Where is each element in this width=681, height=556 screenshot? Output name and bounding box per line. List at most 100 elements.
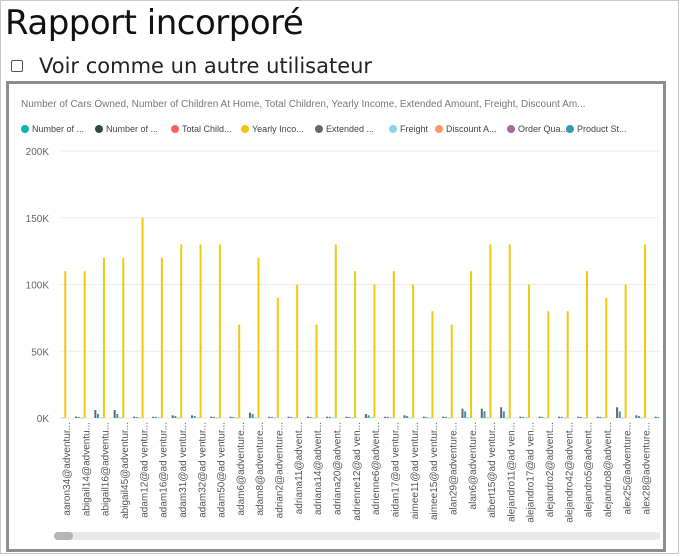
- legend-label[interactable]: Order Qua...: [518, 124, 568, 134]
- bar[interactable]: [287, 416, 290, 418]
- bar[interactable]: [94, 409, 97, 418]
- bar[interactable]: [386, 416, 389, 418]
- bar[interactable]: [544, 417, 548, 419]
- bar[interactable]: [270, 416, 273, 418]
- bar[interactable]: [257, 257, 260, 418]
- bar[interactable]: [528, 284, 531, 419]
- bar[interactable]: [605, 297, 608, 418]
- bar[interactable]: [450, 324, 453, 418]
- bar[interactable]: [306, 416, 309, 418]
- bar[interactable]: [483, 411, 486, 418]
- bar[interactable]: [425, 416, 428, 418]
- bar[interactable]: [538, 416, 541, 418]
- bar[interactable]: [596, 416, 599, 418]
- legend-label[interactable]: Discount A...: [446, 124, 497, 134]
- bar[interactable]: [345, 416, 348, 418]
- bar[interactable]: [232, 416, 235, 418]
- bar[interactable]: [524, 417, 528, 419]
- view-as-toggle[interactable]: Voir comme un autre utilisateur: [11, 54, 373, 78]
- legend-label[interactable]: Product St...: [577, 124, 627, 134]
- bar[interactable]: [618, 411, 621, 418]
- bar[interactable]: [180, 244, 183, 418]
- bar[interactable]: [364, 413, 367, 418]
- bar[interactable]: [328, 416, 331, 418]
- bar[interactable]: [640, 417, 644, 419]
- bar[interactable]: [290, 416, 293, 418]
- bar[interactable]: [276, 297, 279, 418]
- bar[interactable]: [132, 416, 135, 418]
- bar[interactable]: [254, 417, 258, 419]
- bar[interactable]: [334, 244, 337, 418]
- bar[interactable]: [354, 271, 357, 418]
- bar[interactable]: [292, 417, 296, 419]
- bar[interactable]: [464, 411, 467, 418]
- bar[interactable]: [577, 416, 580, 418]
- bar[interactable]: [152, 416, 155, 418]
- bar[interactable]: [563, 417, 567, 419]
- bar[interactable]: [218, 244, 221, 418]
- bar[interactable]: [384, 416, 387, 418]
- bar[interactable]: [519, 416, 522, 418]
- bar[interactable]: [102, 257, 105, 418]
- bar[interactable]: [616, 407, 619, 418]
- bar[interactable]: [447, 417, 451, 419]
- bar[interactable]: [77, 416, 80, 418]
- bar[interactable]: [234, 417, 238, 419]
- bar[interactable]: [97, 413, 100, 418]
- bar[interactable]: [160, 257, 163, 418]
- legend-label[interactable]: Yearly Inco...: [252, 124, 304, 134]
- bar[interactable]: [348, 416, 351, 418]
- bar[interactable]: [403, 415, 406, 418]
- bar[interactable]: [268, 416, 271, 418]
- bar[interactable]: [326, 416, 329, 418]
- bar[interactable]: [199, 244, 202, 418]
- bar[interactable]: [215, 417, 219, 419]
- bar[interactable]: [196, 417, 200, 419]
- bar[interactable]: [138, 417, 142, 419]
- bar[interactable]: [502, 411, 505, 418]
- bar[interactable]: [177, 417, 181, 419]
- bar[interactable]: [643, 244, 646, 418]
- bar[interactable]: [61, 417, 65, 419]
- bar[interactable]: [64, 271, 67, 418]
- bar[interactable]: [657, 416, 660, 418]
- legend-label[interactable]: Number of ...: [106, 124, 158, 134]
- chart-scrollbar-thumb[interactable]: [54, 532, 73, 540]
- bar[interactable]: [442, 416, 445, 418]
- bar[interactable]: [248, 412, 251, 418]
- bar[interactable]: [296, 284, 299, 419]
- bar[interactable]: [547, 311, 550, 418]
- bar[interactable]: [621, 417, 625, 419]
- bar[interactable]: [508, 244, 511, 418]
- bar[interactable]: [470, 271, 473, 418]
- bar[interactable]: [406, 415, 409, 418]
- bar[interactable]: [580, 416, 583, 418]
- bar[interactable]: [624, 284, 627, 419]
- bar[interactable]: [119, 417, 123, 419]
- legend-label[interactable]: Number of ...: [32, 124, 84, 134]
- bar[interactable]: [541, 416, 544, 418]
- bar[interactable]: [389, 417, 393, 419]
- bar[interactable]: [367, 415, 370, 418]
- bar[interactable]: [273, 417, 277, 419]
- bar[interactable]: [113, 409, 116, 418]
- bar[interactable]: [489, 244, 492, 418]
- bar[interactable]: [141, 217, 144, 418]
- bar[interactable]: [251, 413, 254, 418]
- bar[interactable]: [635, 415, 638, 418]
- bar[interactable]: [522, 416, 525, 418]
- bar[interactable]: [116, 413, 119, 418]
- view-as-label[interactable]: Voir comme un autre utilisateur: [39, 54, 373, 78]
- bar[interactable]: [480, 408, 483, 418]
- bar[interactable]: [466, 417, 470, 419]
- bar[interactable]: [392, 271, 395, 418]
- bar[interactable]: [212, 416, 215, 418]
- bar[interactable]: [210, 416, 213, 418]
- bar[interactable]: [312, 417, 316, 419]
- bar[interactable]: [331, 417, 335, 419]
- bar[interactable]: [83, 271, 86, 418]
- bar[interactable]: [602, 417, 606, 419]
- bar[interactable]: [135, 416, 138, 418]
- bar[interactable]: [654, 416, 657, 418]
- bar[interactable]: [444, 416, 447, 418]
